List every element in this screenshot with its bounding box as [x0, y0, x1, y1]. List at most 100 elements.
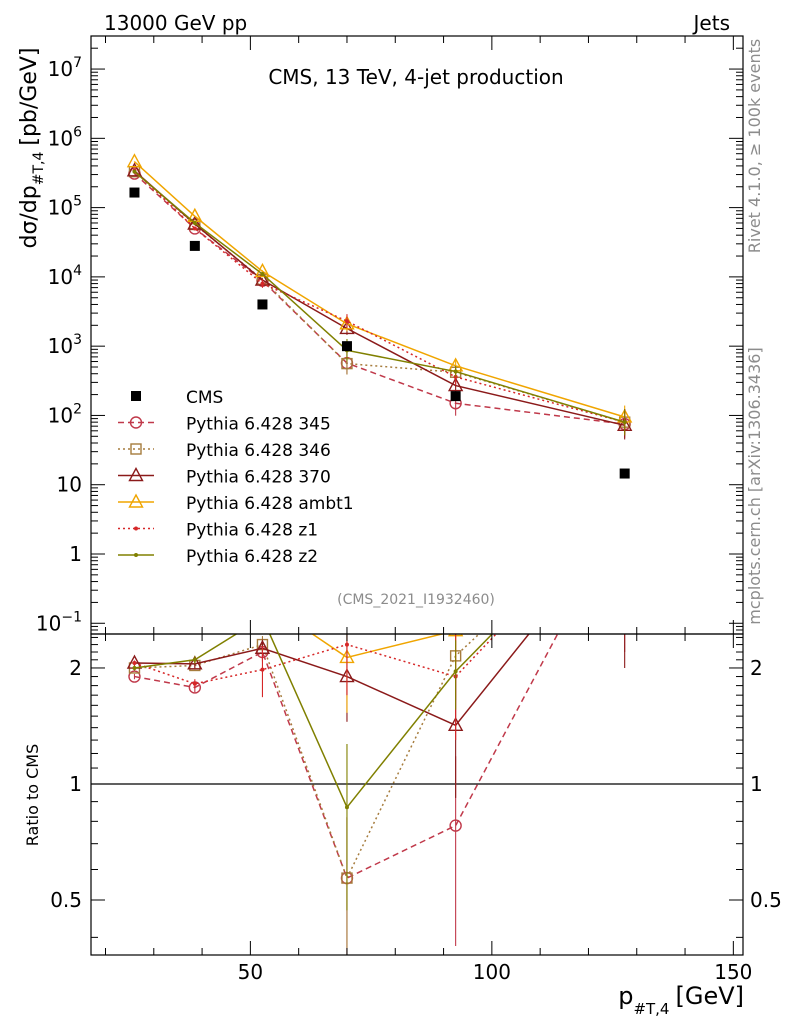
y-tick-label: 102 [48, 401, 82, 427]
y-tick-label: 103 [48, 332, 82, 358]
series-line-ratio [134, 634, 559, 880]
legend-marker [129, 416, 143, 429]
series-marker [260, 272, 265, 277]
ratio-marker [344, 805, 349, 810]
ratio-marker [260, 616, 264, 620]
data-point [257, 299, 268, 310]
ratio-tick-label-right: 2 [750, 656, 763, 680]
ratio-marker [188, 611, 201, 623]
ratio-plot-frame [90, 633, 744, 956]
y-tick-label: 1 [69, 542, 82, 566]
legend-item: Pythia 6.428 z1 [118, 521, 318, 541]
legend-label: Pythia 6.428 ambt1 [186, 494, 354, 514]
y-axis-label: dσ/dp#T,4 [pb/GeV] [17, 47, 47, 248]
analysis-id: (CMS_2021_I1932460) [337, 592, 495, 608]
series-marker [260, 281, 265, 286]
legend-item: Pythia 6.428 z2 [118, 547, 318, 567]
x-tick-label: 100 [473, 960, 511, 984]
ratio-tick-label-right: 0.5 [750, 888, 782, 912]
ratio-marker [192, 681, 197, 686]
ratio-marker [449, 819, 462, 832]
main-plot-frame [90, 35, 744, 635]
x-label-main: p [618, 982, 633, 1010]
data-point [450, 391, 461, 402]
x-tick-label: 50 [238, 960, 263, 984]
series-marker [192, 226, 197, 231]
legend-marker [128, 467, 144, 482]
series-line-main [133, 170, 625, 423]
ratio-tick-label-right: 1 [750, 772, 763, 796]
y-tick-label: 104 [48, 263, 82, 289]
y-tick-label: 10 [57, 473, 82, 497]
svg-text:dσ/dp#T,4[pb/GeV]: dσ/dp#T,4 [pb/GeV] [17, 47, 47, 248]
y-tick-label: 105 [48, 194, 82, 220]
ratio-marker [344, 642, 349, 647]
ratio-panel: 0.5 0.5 1 1 2 2 50 100 150 [50, 36, 782, 984]
legend-marker [128, 493, 144, 508]
ratio-marker [623, 497, 627, 501]
legend-label: Pythia 6.428 345 [186, 415, 331, 435]
mcplots-label: mcplots.cern.ch [arXiv:1306.3436] [745, 347, 764, 624]
legend-item: Pythia 6.428 370 [118, 467, 331, 488]
legend-label: Pythia 6.428 z2 [186, 547, 318, 567]
x-label-unit: [GeV] [675, 982, 744, 1010]
ratio-marker [260, 667, 265, 672]
ratio-marker [132, 665, 137, 670]
data-point [189, 240, 200, 251]
legend-marker [134, 553, 138, 557]
series-marker [126, 162, 143, 177]
x-label-sub: #T,4 [633, 1000, 669, 1018]
series-line-main [133, 171, 625, 423]
series-marker [447, 377, 464, 392]
y-label-sub: #T,4 [31, 152, 47, 186]
series-marker [126, 153, 143, 168]
legend-label: Pythia 6.428 346 [186, 441, 331, 461]
ratio-marker [132, 661, 137, 666]
legend: CMS Pythia 6.428 345 Pythia 6.428 346 Pythi… [118, 388, 354, 567]
series-marker [254, 262, 271, 278]
series-marker [192, 220, 197, 225]
series-marker [453, 369, 458, 374]
main-panel: 10−1 1 10 102 103 104 105 106 107 CMS, 13 TeV, 4… [36, 35, 744, 635]
collision-label: 13000 GeV pp [104, 11, 247, 35]
ratio-marker [128, 670, 141, 683]
legend-item: Pythia 6.428 346 [118, 441, 331, 461]
series-line-main [133, 171, 625, 423]
y-tick-label: 10−1 [36, 609, 82, 635]
legend-item: CMS [131, 388, 223, 408]
series-marker [344, 319, 349, 324]
data-point [619, 468, 630, 479]
y-tick-label: 107 [48, 55, 82, 81]
series-marker [339, 320, 355, 335]
ratio-marker [453, 669, 458, 674]
series-line-main [133, 161, 625, 418]
legend-marker [130, 443, 142, 455]
ratio-marker [192, 657, 197, 662]
legend-item: Pythia 6.428 345 [118, 415, 331, 435]
ratio-tick-label-left: 0.5 [50, 888, 82, 912]
rivet-version-label: Rivet 4.1.0, ≥ 100k events [745, 39, 764, 253]
data-point [341, 341, 352, 352]
series-line-main [133, 173, 625, 425]
y-label-unit: [pb/GeV] [17, 47, 42, 145]
legend-label: Pythia 6.428 z1 [186, 521, 318, 541]
ratio-tick-label-left: 2 [69, 656, 82, 680]
ratio-y-label: Ratio to CMS [23, 744, 42, 846]
ratio-marker [128, 605, 141, 617]
ratio-marker [620, 494, 630, 504]
legend-label: CMS [186, 388, 223, 408]
category-label: Jets [692, 11, 730, 35]
x-tick-label: 150 [714, 960, 752, 984]
y-tick-label: 106 [48, 124, 82, 150]
ratio-marker [256, 593, 269, 605]
plot-title: CMS, 13 TeV, 4-jet production [268, 65, 563, 89]
series-marker [622, 420, 627, 425]
ratio-marker [619, 503, 630, 514]
legend-marker [134, 526, 138, 531]
legend-marker [131, 391, 141, 401]
series-marker [132, 169, 137, 174]
series-line-ratio [134, 634, 498, 685]
ratio-marker [618, 508, 631, 520]
series-line-ratio [134, 634, 530, 727]
